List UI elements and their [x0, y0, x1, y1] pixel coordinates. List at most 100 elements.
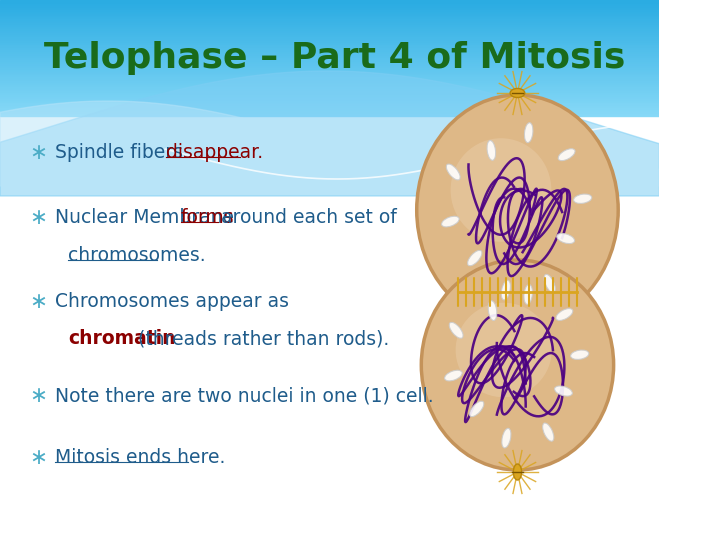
Text: ∗: ∗ [30, 208, 48, 228]
Text: ∗: ∗ [30, 448, 48, 468]
Text: Chromosomes appear as: Chromosomes appear as [55, 292, 289, 310]
Ellipse shape [446, 164, 460, 180]
Bar [0, 85, 660, 87]
Ellipse shape [441, 216, 459, 227]
Bar [0, 17, 660, 19]
Bar [0, 19, 660, 21]
Bar [0, 39, 660, 40]
Bar [0, 49, 660, 50]
Bar [0, 27, 660, 29]
Text: around each set of: around each set of [222, 208, 397, 227]
Text: Nuclear Membrane: Nuclear Membrane [55, 208, 240, 227]
Bar [0, 23, 660, 25]
Ellipse shape [574, 194, 592, 204]
Bar [0, 2, 660, 4]
Ellipse shape [421, 260, 613, 470]
Ellipse shape [487, 140, 495, 160]
Bar [0, 54, 660, 56]
Text: Telophase – Part 4 of Mitosis: Telophase – Part 4 of Mitosis [44, 41, 626, 75]
Bar [0, 25, 660, 27]
Bar [0, 81, 660, 83]
Bar [0, 35, 660, 37]
Ellipse shape [417, 95, 618, 325]
Ellipse shape [502, 428, 511, 448]
Bar [0, 76, 660, 77]
Bar [0, 70, 660, 71]
Bar [0, 21, 660, 23]
Bar [0, 71, 660, 73]
Bar [0, 99, 660, 100]
Text: disappear.: disappear. [166, 143, 264, 162]
Text: Mitosis ends here.: Mitosis ends here. [55, 448, 225, 467]
Text: chromosomes.: chromosomes. [68, 246, 206, 265]
Ellipse shape [558, 148, 575, 160]
Ellipse shape [488, 301, 497, 321]
Bar [0, 108, 660, 110]
Ellipse shape [449, 322, 463, 338]
Text: ∗: ∗ [30, 386, 48, 406]
Ellipse shape [469, 401, 484, 416]
Bar [0, 0, 660, 2]
Text: Spindle fibers: Spindle fibers [55, 143, 189, 162]
Bar [0, 93, 660, 94]
Text: ∗: ∗ [30, 292, 48, 312]
Bar [0, 103, 660, 104]
Bar [0, 89, 660, 91]
Bar [0, 11, 660, 14]
Ellipse shape [467, 251, 482, 266]
Bar [0, 52, 660, 54]
Bar [0, 68, 660, 70]
Bar [0, 37, 660, 39]
Bar [0, 56, 660, 58]
Ellipse shape [456, 303, 552, 397]
Ellipse shape [513, 464, 521, 480]
Bar [0, 104, 660, 106]
Ellipse shape [510, 89, 525, 98]
Text: Note there are two nuclei in one (1) cell.: Note there are two nuclei in one (1) cel… [55, 386, 433, 405]
Bar [0, 116, 660, 540]
Bar [0, 29, 660, 31]
Bar [0, 97, 660, 99]
Bar [0, 87, 660, 89]
Bar [0, 91, 660, 93]
Ellipse shape [557, 233, 575, 244]
Bar [0, 66, 660, 68]
Bar [0, 33, 660, 35]
Text: (threads rather than rods).: (threads rather than rods). [138, 329, 390, 348]
Ellipse shape [444, 370, 462, 381]
Bar [0, 112, 660, 114]
Bar [0, 31, 660, 33]
Ellipse shape [556, 308, 573, 320]
Ellipse shape [451, 138, 552, 242]
Ellipse shape [543, 423, 554, 441]
Bar [0, 83, 660, 85]
Text: chromatin: chromatin [68, 329, 176, 348]
Bar [0, 10, 660, 11]
Bar [0, 110, 660, 112]
Bar [0, 43, 660, 44]
Bar [0, 114, 660, 116]
Bar [0, 50, 660, 52]
Bar [0, 77, 660, 79]
Bar [0, 64, 660, 66]
Bar [0, 46, 660, 49]
Bar [0, 106, 660, 108]
Bar [0, 62, 660, 64]
Bar [0, 60, 660, 62]
Bar [0, 44, 660, 46]
Bar [0, 79, 660, 81]
Text: forms: forms [181, 208, 235, 227]
Ellipse shape [571, 350, 589, 360]
Bar [0, 40, 660, 43]
Ellipse shape [554, 386, 572, 396]
Text: ∗: ∗ [30, 143, 48, 163]
Bar [0, 8, 660, 10]
Bar [0, 100, 660, 103]
Bar [0, 16, 660, 17]
Ellipse shape [524, 123, 533, 143]
Ellipse shape [524, 285, 532, 305]
Bar [0, 58, 660, 60]
Ellipse shape [544, 274, 555, 293]
Polygon shape [0, 101, 660, 186]
Polygon shape [0, 71, 660, 196]
